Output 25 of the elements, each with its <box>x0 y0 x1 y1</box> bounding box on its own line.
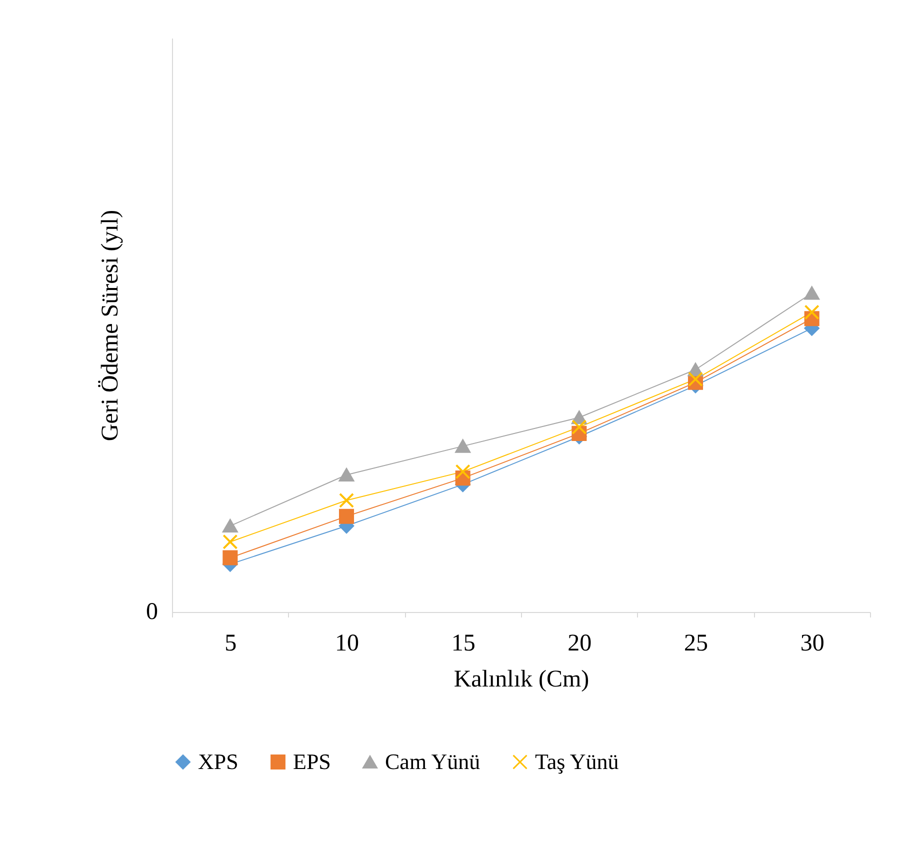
point <box>572 420 587 435</box>
text: 0 <box>146 599 158 625</box>
x-tick-label: 5 <box>224 630 237 656</box>
point <box>338 468 354 482</box>
point <box>804 286 820 300</box>
x-tick-label: 15 <box>451 630 476 656</box>
legend-label: Cam Yünü <box>385 749 480 774</box>
point <box>222 550 238 566</box>
point <box>222 519 238 533</box>
legend-label: EPS <box>293 749 331 774</box>
point <box>455 464 470 480</box>
x-tick-label: 20 <box>568 630 592 656</box>
x-tick-label: 10 <box>335 630 359 656</box>
x-tick-label: 25 <box>684 630 708 656</box>
x-tick-label: 30 <box>800 630 824 656</box>
point <box>338 492 354 508</box>
point <box>338 508 354 524</box>
point <box>455 440 470 453</box>
point <box>688 372 704 387</box>
point <box>804 304 820 320</box>
y-axis-title: Geri Ödeme Süresi (yıl) <box>98 210 124 442</box>
legend-label: XPS <box>198 749 238 774</box>
x-axis-title: Kalınlık (Cm) <box>454 666 590 692</box>
legend-label: Taş Yünü <box>535 749 619 774</box>
point <box>222 534 238 550</box>
